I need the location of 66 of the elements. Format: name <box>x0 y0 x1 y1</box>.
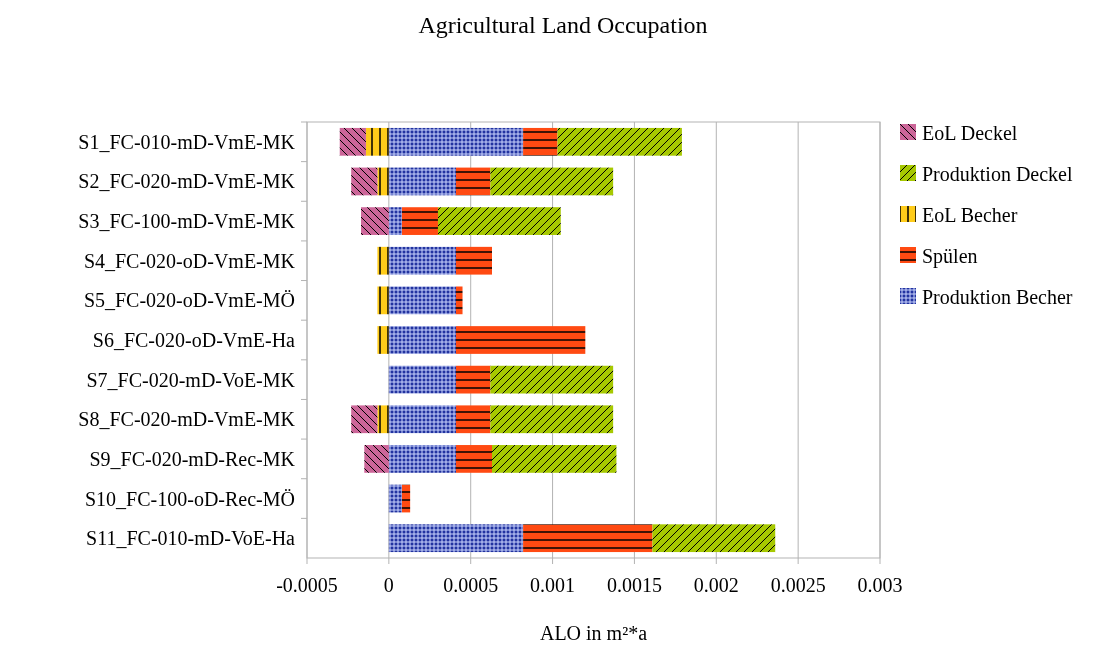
bar <box>377 246 389 275</box>
bar <box>351 167 378 196</box>
bar <box>388 167 456 196</box>
bar <box>455 445 492 473</box>
y-tick-label: S10_FC-100-oD-Rec-MÖ <box>85 487 295 510</box>
bar <box>523 524 653 553</box>
bar <box>388 326 456 354</box>
bar <box>490 365 614 394</box>
x-tick-label: -0.0005 <box>276 574 338 596</box>
y-tick-label: S3_FC-100-mD-VmE-MK <box>78 210 296 233</box>
x-tick-label: 0 <box>383 574 394 596</box>
x-tick-label: 0.001 <box>530 574 576 596</box>
legend-label: Produktion Becher <box>922 286 1073 308</box>
bar <box>339 127 366 156</box>
y-tick-label: S8_FC-020-mD-VmE-MK <box>78 408 296 431</box>
x-tick-label: 0.0005 <box>443 574 499 596</box>
y-tick-label: S6_FC-020-oD-VmE-Ha <box>92 329 296 351</box>
bar <box>490 405 614 434</box>
x-tick-label: 0.0025 <box>770 574 826 596</box>
bar <box>377 286 389 315</box>
y-tick-label: S9_FC-020-mD-Rec-MK <box>89 447 296 470</box>
bar <box>377 405 389 434</box>
bar <box>455 326 586 354</box>
y-tick-label: S4_FC-020-oD-VmE-MK <box>83 249 296 272</box>
bar <box>455 365 491 394</box>
y-tick-label: S5_FC-020-oD-VmE-MÖ <box>83 289 295 312</box>
bar <box>492 445 617 473</box>
bar <box>361 207 389 235</box>
bar <box>388 445 456 473</box>
bar <box>401 484 411 513</box>
bar <box>652 524 776 553</box>
bar <box>455 286 463 315</box>
legend-label: EoL Deckel <box>922 122 1018 144</box>
bar <box>364 445 389 473</box>
bar <box>388 365 456 394</box>
y-tick-label: S2_FC-020-mD-VmE-MK <box>78 170 296 193</box>
bar <box>388 246 456 275</box>
bar <box>455 405 491 434</box>
x-tick-label: 0.003 <box>857 574 903 596</box>
y-tick-label: S11_FC-010-mD-VoE-Ha <box>86 527 296 550</box>
bar <box>455 246 492 275</box>
bar <box>557 127 682 156</box>
bar <box>523 127 558 156</box>
x-tick-label: 0.0015 <box>606 574 662 596</box>
legend-label: Produktion Deckel <box>922 163 1073 185</box>
bar <box>351 405 378 434</box>
x-tick-label: 0.002 <box>693 574 739 596</box>
bar <box>388 207 402 235</box>
bar <box>377 326 389 354</box>
bar <box>455 167 491 196</box>
bar <box>490 167 614 196</box>
bar <box>388 484 402 513</box>
bar <box>388 286 456 315</box>
bar <box>365 127 389 156</box>
bar <box>388 405 456 434</box>
x-axis-title: ALO in m²*a <box>539 622 648 644</box>
bar <box>401 207 438 235</box>
bar <box>388 524 524 553</box>
legend-label: EoL Becher <box>922 204 1018 226</box>
bar <box>437 207 561 235</box>
legend-label: Spülen <box>922 245 978 268</box>
bar <box>377 167 389 196</box>
chart-title: Agricultural Land Occupation <box>418 12 708 38</box>
bar <box>388 127 524 156</box>
y-tick-label: S7_FC-020-mD-VoE-MK <box>86 368 296 391</box>
y-tick-label: S1_FC-010-mD-VmE-MK <box>78 130 296 153</box>
